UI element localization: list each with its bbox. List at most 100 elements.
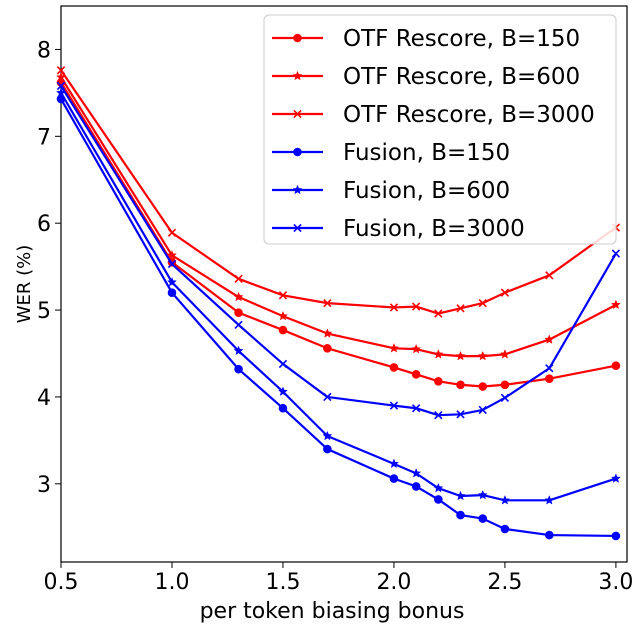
data-point	[166, 250, 178, 260]
legend-label: OTF Rescore, B=150	[343, 26, 580, 52]
y-tick-label: 7	[37, 125, 51, 150]
data-point	[411, 482, 421, 491]
data-point	[278, 359, 288, 369]
data-point	[389, 363, 399, 372]
data-point	[167, 228, 177, 237]
data-point	[545, 374, 554, 383]
legend-label: OTF Rescore, B=3000	[343, 102, 595, 128]
data-point	[322, 430, 333, 441]
legend-entry: OTF Rescore, B=600	[272, 64, 580, 90]
legend-label: OTF Rescore, B=600	[343, 64, 580, 90]
data-point	[411, 343, 422, 354]
legend-label: Fusion, B=600	[343, 178, 510, 204]
series-6	[56, 81, 621, 420]
data-point	[278, 403, 288, 413]
data-point	[167, 259, 177, 269]
x-axis-label: per token biasing bonus	[200, 599, 465, 624]
data-point	[434, 495, 443, 504]
data-point	[611, 249, 621, 258]
data-point	[323, 392, 332, 402]
legend-marker	[293, 33, 302, 43]
legend-marker	[292, 70, 303, 81]
data-point	[277, 386, 288, 397]
y-tick-label: 8	[37, 38, 51, 63]
data-point	[322, 328, 333, 338]
data-point	[411, 370, 421, 379]
data-point	[544, 495, 555, 505]
data-point	[500, 380, 510, 390]
series-2	[55, 71, 621, 361]
legend-marker	[293, 223, 302, 233]
data-point	[389, 401, 399, 410]
y-tick-label: 5	[37, 299, 51, 324]
data-point	[477, 350, 488, 361]
data-point	[56, 81, 66, 91]
series-3	[56, 66, 621, 318]
data-point	[478, 298, 487, 308]
data-point	[478, 382, 488, 391]
x-tick-label: 3.0	[598, 570, 633, 595]
legend-entry: Fusion, B=150	[272, 140, 510, 166]
data-point	[545, 271, 554, 280]
x-tick-label: 2.5	[487, 570, 522, 595]
x-tick-label: 1.5	[265, 570, 300, 595]
data-point	[434, 377, 443, 386]
data-point	[323, 343, 332, 353]
legend-label: Fusion, B=150	[343, 140, 510, 166]
data-point	[544, 334, 555, 344]
legend: OTF Rescore, B=150 OTF Rescore, B=600 OTF …	[263, 14, 617, 245]
data-point	[545, 530, 554, 540]
legend-marker	[292, 184, 303, 195]
y-tick-label: 4	[37, 386, 51, 411]
data-point	[478, 514, 488, 523]
series-layer	[55, 66, 621, 541]
data-point	[456, 380, 465, 390]
data-point	[234, 320, 243, 329]
data-point	[278, 325, 288, 335]
data-point	[499, 349, 510, 359]
data-point	[166, 276, 178, 287]
data-point	[388, 343, 399, 353]
data-point	[456, 410, 465, 419]
plot-area	[60, 5, 628, 563]
legend-entry: OTF Rescore, B=3000	[272, 102, 595, 128]
series-1	[56, 78, 621, 391]
data-point	[433, 349, 444, 359]
legend-entry: Fusion, B=3000	[272, 216, 525, 242]
data-point	[456, 304, 465, 313]
legend-marker	[293, 109, 302, 119]
data-point	[500, 288, 510, 297]
x-axis-ticks: 0.5 1.0 1.5 2.0 2.5 3.0	[44, 562, 633, 595]
data-point	[278, 291, 288, 300]
data-point	[434, 411, 443, 420]
data-point	[500, 393, 510, 402]
data-point	[433, 482, 444, 493]
data-point	[233, 291, 244, 302]
data-point	[323, 298, 332, 308]
data-point	[456, 510, 465, 520]
plot-frame	[60, 5, 628, 563]
data-point	[610, 299, 621, 310]
data-point	[234, 364, 243, 374]
data-point	[411, 404, 421, 413]
data-point	[56, 66, 66, 75]
x-tick-label: 0.5	[44, 570, 79, 595]
data-point	[233, 345, 244, 356]
data-point	[323, 444, 332, 454]
data-point	[477, 489, 488, 500]
y-tick-label: 3	[37, 473, 51, 498]
legend-marker	[293, 147, 302, 157]
data-point	[610, 473, 621, 483]
series-5	[55, 87, 621, 505]
data-point	[478, 405, 487, 415]
y-tick-label: 6	[37, 212, 51, 237]
x-tick-label: 2.0	[376, 570, 411, 595]
data-point	[388, 458, 399, 469]
x-tick-label: 1.0	[154, 570, 189, 595]
y-axis-label: WER (%)	[14, 245, 35, 324]
data-point	[545, 364, 554, 373]
data-point	[234, 308, 243, 317]
legend-entry: Fusion, B=600	[272, 178, 510, 204]
data-point	[455, 490, 466, 501]
